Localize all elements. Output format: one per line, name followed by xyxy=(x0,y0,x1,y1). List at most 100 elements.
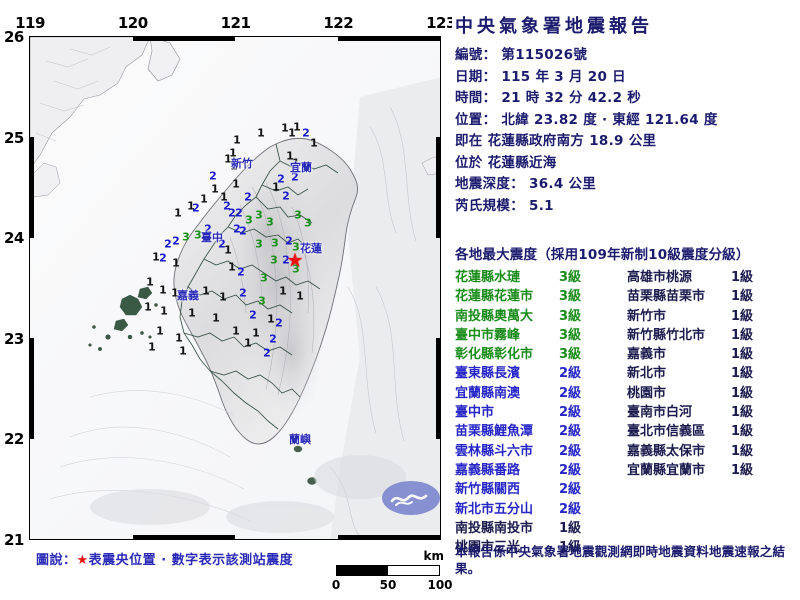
scale-tick-label: 50 xyxy=(379,578,397,592)
intensity-place: 臺東縣長濱 xyxy=(455,366,521,382)
city-label: 宜蘭 xyxy=(290,161,312,174)
station-intensity-2: 2 xyxy=(275,316,283,330)
station-intensity-2: 2 xyxy=(159,251,167,265)
map-panel: 119 120 121 122 123 26 25 24 23 22 21 xyxy=(0,14,457,592)
station-intensity-3: 3 xyxy=(266,215,274,229)
meta-row: 地震深度： 36.4 公里 xyxy=(455,174,799,196)
station-intensity-3: 3 xyxy=(260,271,268,285)
intensity-place: 宜蘭縣南澳 xyxy=(455,385,521,401)
scale-tick-label: 100 xyxy=(427,578,453,592)
station-intensity-1: 1 xyxy=(257,126,265,140)
station-intensity-1: 1 xyxy=(148,340,156,354)
station-intensity-3: 3 xyxy=(255,208,263,222)
station-intensity-2: 2 xyxy=(209,169,217,183)
meta-row: 時間： 21 時 32 分 42.2 秒 xyxy=(455,88,799,110)
intensity-level: 2級 xyxy=(559,501,582,517)
intensity-level: 2級 xyxy=(559,482,582,498)
intensity-level: 1級 xyxy=(731,385,754,401)
intensity-level: 1級 xyxy=(731,289,754,305)
intensity-row: 臺中市霧峰 3級 xyxy=(455,326,627,345)
lat-tick-label: 25 xyxy=(4,128,24,147)
station-intensity-2: 2 xyxy=(302,126,310,140)
cwa-logo-watermark xyxy=(382,481,440,515)
station-intensity-1: 1 xyxy=(230,159,238,173)
lon-tick-label: 121 xyxy=(220,14,251,32)
intensity-place: 新北市五分山 xyxy=(455,501,534,517)
intensity-place: 臺南市白河 xyxy=(627,405,693,421)
intensity-level: 1級 xyxy=(731,347,754,363)
intensity-place: 苗栗縣苗栗市 xyxy=(627,289,706,305)
meta-row: 位於 花蓮縣近海 xyxy=(455,153,799,175)
intensity-place: 新竹市 xyxy=(627,308,667,324)
intensity-row: 嘉義縣番路 2級 xyxy=(455,461,627,480)
station-intensity-1: 1 xyxy=(233,133,241,147)
intensity-row: 新竹縣竹北市 1級 xyxy=(627,326,799,345)
station-intensity-2: 2 xyxy=(244,190,252,204)
intensity-level: 2級 xyxy=(559,424,582,440)
meta-row: 芮氏規模： 5.1 xyxy=(455,196,799,218)
axis-tick-band xyxy=(337,37,440,41)
station-intensity-2: 2 xyxy=(223,199,231,213)
station-intensity-3: 3 xyxy=(182,230,190,244)
intensity-place: 嘉義縣番路 xyxy=(455,462,521,478)
intensity-level: 2級 xyxy=(559,462,582,478)
station-intensity-1: 1 xyxy=(174,206,182,220)
intensity-row: 新北市五分山 2級 xyxy=(455,500,627,519)
station-intensity-2: 2 xyxy=(204,222,212,236)
intensity-level: 1級 xyxy=(731,366,754,382)
station-intensity-2: 2 xyxy=(233,222,241,236)
station-intensity-1: 1 xyxy=(281,121,289,135)
station-intensity-2: 2 xyxy=(282,189,290,203)
intensity-column-right: 高雄市桃源 1級 苗栗縣苗栗市 1級 新竹市 1級 新竹縣竹北市 1級 嘉義市 1級 新北市 1級 桃園… xyxy=(627,268,799,557)
intensity-level: 3級 xyxy=(559,308,582,324)
station-intensity-2: 2 xyxy=(277,172,285,186)
lat-tick-label: 21 xyxy=(4,531,24,549)
scale-bar-graphic xyxy=(336,565,440,576)
station-intensity-1: 1 xyxy=(144,300,152,314)
station-intensity-2: 2 xyxy=(263,346,271,360)
intensity-place: 嘉義市 xyxy=(627,347,667,363)
station-intensity-1: 1 xyxy=(232,177,240,191)
intensity-table: 花蓮縣水璉 3級 花蓮縣花蓮市 3級 南投縣奧萬大 3級 臺中市霧峰 3級 彰化縣彰化市 3級 臺東… xyxy=(455,268,799,557)
station-intensity-1: 1 xyxy=(224,243,232,257)
intensity-row: 宜蘭縣宜蘭市 1級 xyxy=(627,461,799,480)
meta-value: 第115026號 xyxy=(501,47,588,63)
meta-label: 芮氏規模： xyxy=(455,197,529,214)
station-intensity-1: 1 xyxy=(220,190,228,204)
intensity-level: 3級 xyxy=(559,270,582,285)
station-intensity-2: 2 xyxy=(285,234,293,248)
meta-value: 花蓮縣政府南方 18.9 公里 xyxy=(487,133,657,149)
intensity-place: 彰化縣彰化市 xyxy=(455,347,534,363)
meta-row: 日期： 115 年 3 月 20 日 xyxy=(455,67,799,89)
station-intensity-1: 1 xyxy=(267,312,275,326)
report-footer-note: 本報告係中央氣象署地震觀測網即時地震資料地震速報之結果。 xyxy=(455,544,786,576)
meta-label: 編號： xyxy=(455,47,502,63)
station-intensity-1: 1 xyxy=(188,306,196,320)
intensity-row: 南投縣奧萬大 3級 xyxy=(455,307,627,326)
meta-row: 位置： 北緯 23.82 度 · 東經 121.64 度 xyxy=(455,110,799,132)
intensity-level: 1級 xyxy=(731,443,754,459)
intensity-level: 3級 xyxy=(559,347,582,363)
intensity-row: 嘉義市 1級 xyxy=(627,345,799,364)
station-intensity-1: 1 xyxy=(187,199,195,213)
station-intensity-2: 2 xyxy=(172,234,180,248)
intensity-level: 2級 xyxy=(559,385,582,401)
intensity-place: 花蓮縣水璉 xyxy=(455,270,521,285)
city-label: 嘉義 xyxy=(177,289,199,302)
intensity-row: 嘉義縣太保市 1級 xyxy=(627,442,799,461)
lat-tick-label: 26 xyxy=(4,28,24,46)
intensity-level: 2級 xyxy=(559,366,582,382)
meta-value: 5.1 xyxy=(529,197,554,214)
station-intensity-2: 2 xyxy=(239,224,247,238)
station-intensity-2: 2 xyxy=(282,253,290,267)
intensity-level: 3級 xyxy=(559,289,582,305)
intensity-section-heading: 各地最大震度（採用109年新制10級震度分級） xyxy=(455,247,750,263)
meta-label: 即在 xyxy=(455,133,488,149)
lon-tick-label: 119 xyxy=(15,14,45,32)
station-intensity-1: 1 xyxy=(175,331,183,345)
longitude-axis: 119 120 121 122 123 xyxy=(0,14,456,36)
station-intensity-1: 1 xyxy=(272,180,280,194)
intensity-place: 桃園市三光 xyxy=(455,540,521,556)
intensity-row: 桃園市三光 1級 xyxy=(455,538,627,557)
